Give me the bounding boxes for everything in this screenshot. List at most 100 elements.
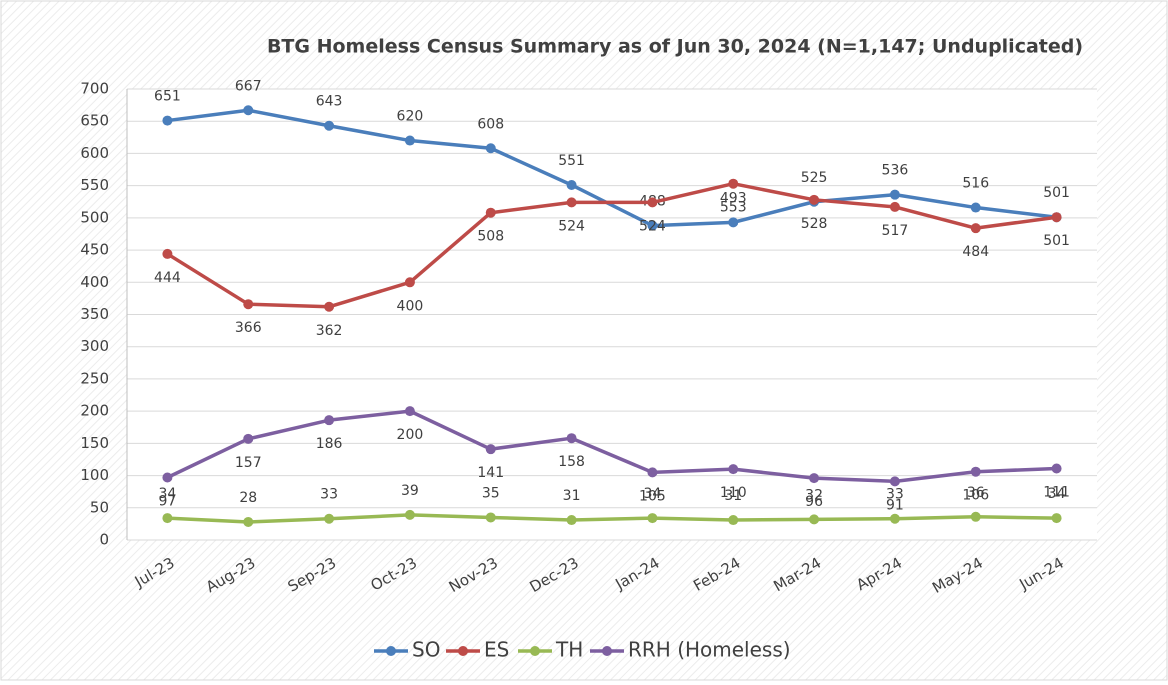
y-tick-label: 400 (80, 273, 109, 291)
data-label: 516 (962, 176, 989, 192)
data-label: 157 (235, 455, 262, 471)
marker (970, 511, 981, 522)
marker (889, 201, 900, 212)
marker (243, 299, 254, 310)
data-label: 91 (886, 497, 904, 513)
marker (485, 444, 496, 455)
data-label: 501 (1043, 185, 1070, 201)
data-label: 31 (563, 488, 581, 504)
legend-marker (602, 646, 612, 656)
marker (162, 513, 173, 524)
marker (162, 472, 173, 483)
marker (324, 301, 335, 312)
data-label: 528 (801, 216, 828, 232)
y-tick-label: 50 (90, 498, 109, 516)
y-tick-label: 550 (80, 176, 109, 194)
series-line (167, 513, 1057, 524)
marker (728, 515, 739, 526)
marker (647, 220, 658, 231)
y-tick-label: 150 (80, 434, 109, 452)
marker (566, 433, 577, 444)
marker (970, 202, 981, 213)
marker (485, 207, 496, 218)
marker (970, 466, 981, 477)
y-tick-label: 0 (99, 531, 109, 549)
y-tick-label: 100 (80, 466, 109, 484)
marker (566, 179, 577, 190)
marker (324, 513, 335, 524)
data-label: 501 (1043, 233, 1070, 249)
marker (243, 105, 254, 116)
legend-label: TH (555, 638, 583, 662)
data-label: 525 (801, 170, 828, 186)
data-label: 34 (1048, 486, 1066, 502)
data-label: 517 (882, 223, 909, 239)
marker (728, 464, 739, 475)
series-line (167, 108, 1057, 228)
data-label: 651 (154, 89, 181, 105)
legend-marker (386, 646, 396, 656)
data-label: 34 (644, 486, 662, 502)
marker (889, 513, 900, 524)
data-label: 110 (720, 485, 747, 501)
data-label: 608 (477, 116, 504, 132)
marker (243, 433, 254, 444)
marker (404, 509, 415, 520)
data-label: 362 (316, 323, 343, 339)
data-label: 141 (477, 465, 504, 481)
marker (728, 217, 739, 228)
data-label: 39 (401, 483, 419, 499)
data-label: 551 (558, 153, 585, 169)
data-label: 484 (962, 244, 989, 260)
data-label: 35 (482, 485, 500, 501)
marker (404, 277, 415, 288)
y-tick-label: 350 (80, 305, 109, 323)
data-label: 158 (558, 454, 585, 470)
data-label: 524 (558, 218, 585, 234)
data-label: 400 (397, 298, 424, 314)
data-label: 28 (239, 490, 257, 506)
marker (647, 197, 658, 208)
data-label: 444 (154, 270, 181, 286)
y-tick-label: 600 (80, 144, 109, 162)
data-label: 33 (886, 487, 904, 503)
data-label: 36 (967, 485, 985, 501)
legend-label: RRH (Homeless) (628, 638, 791, 662)
marker (1051, 513, 1062, 524)
marker (1051, 463, 1062, 474)
marker (647, 467, 658, 478)
y-tick-label: 500 (80, 208, 109, 226)
data-label: 97 (159, 494, 177, 510)
data-label: 33 (320, 487, 338, 503)
marker (162, 115, 173, 126)
marker (404, 135, 415, 146)
data-label: 508 (477, 229, 504, 245)
data-label: 493 (720, 190, 747, 206)
series-line (166, 181, 1057, 309)
marker (566, 515, 577, 526)
data-label: 553 (720, 200, 747, 216)
data-label: 106 (962, 488, 989, 504)
marker (404, 406, 415, 417)
data-label: 524 (639, 218, 666, 234)
y-tick-label: 450 (80, 241, 109, 259)
series-line (166, 409, 1057, 484)
data-label: 200 (397, 427, 424, 443)
marker (970, 223, 981, 234)
marker (1051, 212, 1062, 223)
data-label: 111 (1043, 484, 1070, 500)
data-label: 31 (724, 488, 742, 504)
data-label: 105 (639, 488, 666, 504)
chart-title: BTG Homeless Census Summary as of Jun 30… (267, 36, 1083, 58)
data-label: 643 (316, 94, 343, 110)
marker (889, 189, 900, 200)
marker (566, 197, 577, 208)
y-tick-label: 200 (80, 402, 109, 420)
legend-label: SO (412, 638, 440, 662)
legend-marker (458, 646, 468, 656)
data-label: 34 (159, 486, 177, 502)
legend-label: ES (484, 638, 509, 662)
legend-marker (530, 646, 540, 656)
y-tick-label: 250 (80, 369, 109, 387)
